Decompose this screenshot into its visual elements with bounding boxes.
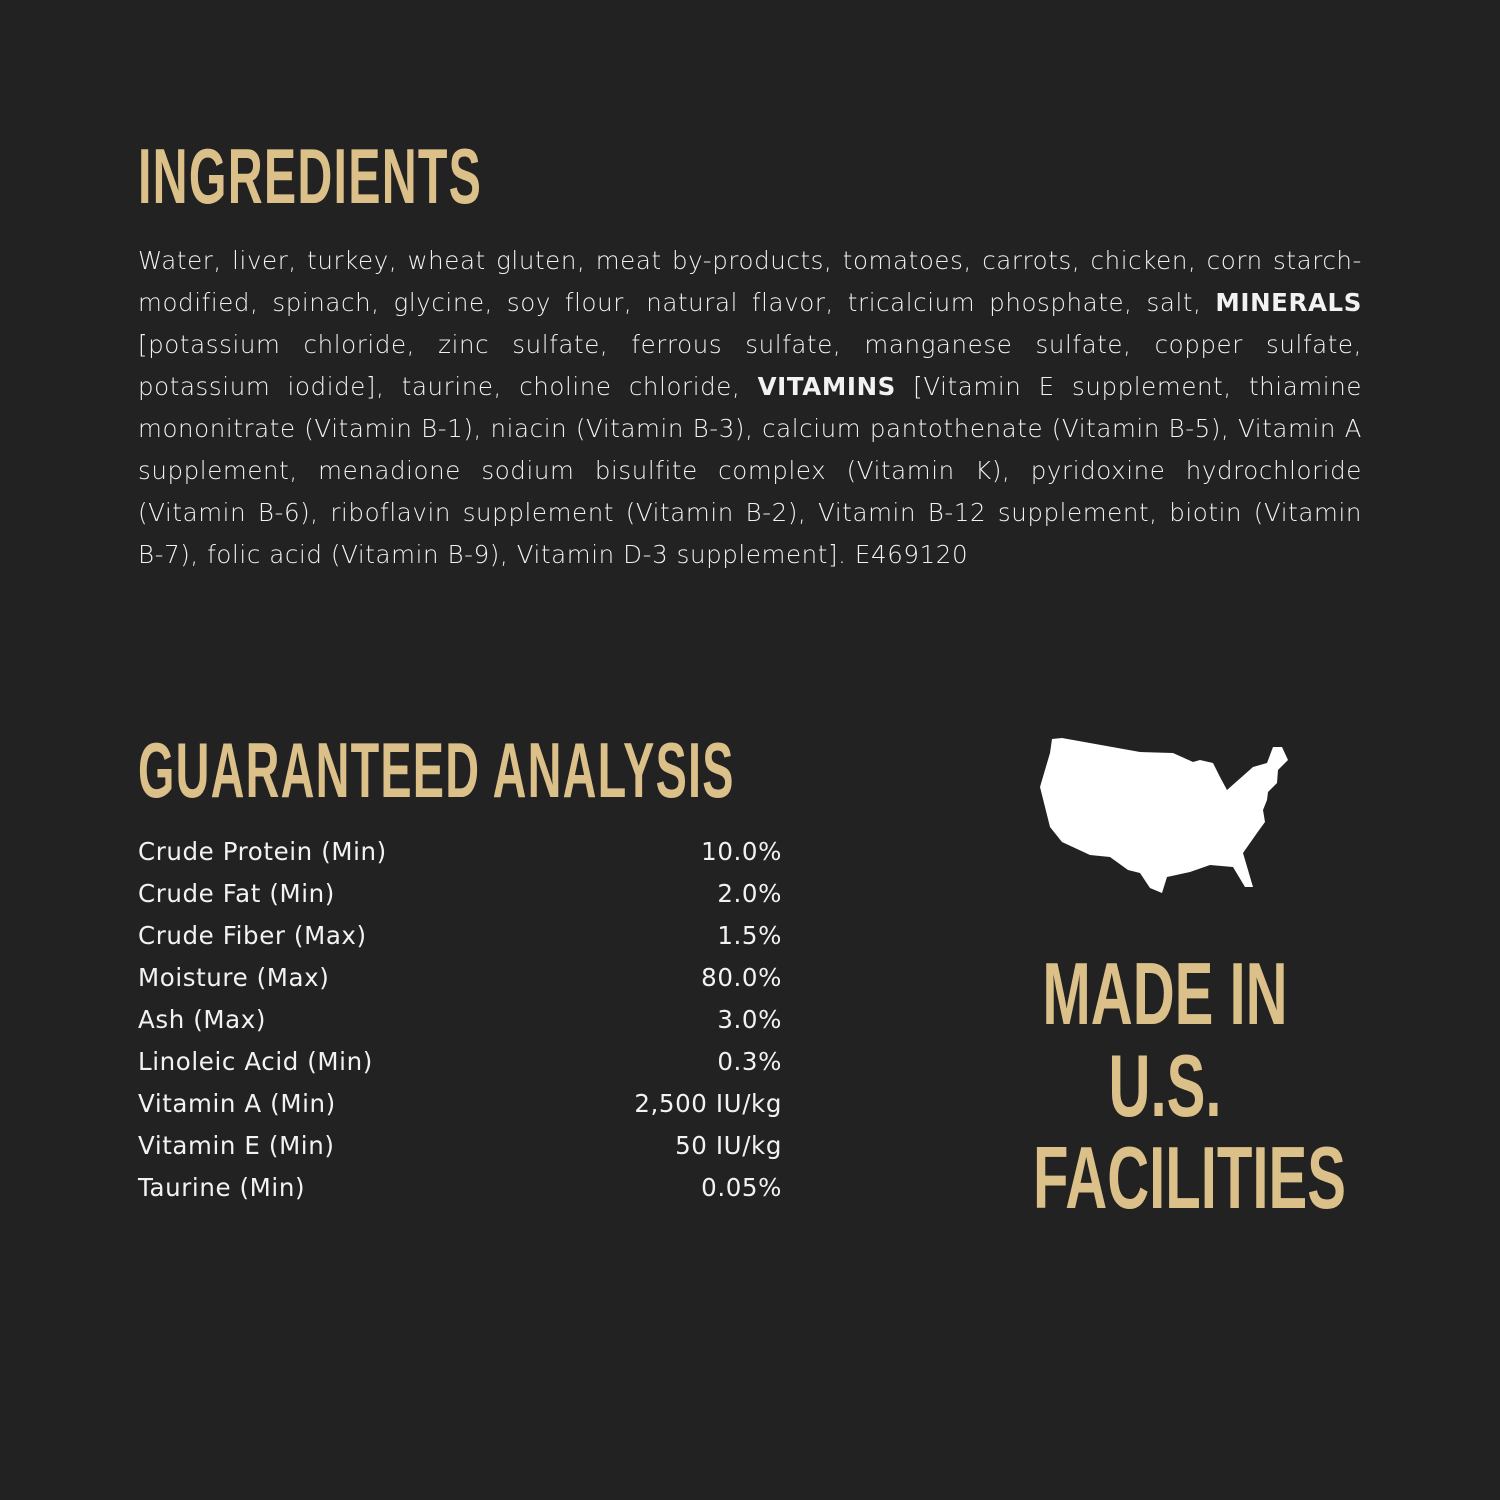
analysis-row: Linoleic Acid (Min) 0.3% bbox=[138, 1041, 782, 1083]
made-in-line-2: U.S. bbox=[1108, 1036, 1222, 1135]
ingredients-part-2: [potassium chloride, zinc sulfate, ferro… bbox=[138, 330, 1362, 401]
nutrient-value: 2,500 IU/kg bbox=[634, 1089, 782, 1118]
nutrient-label: Ash (Max) bbox=[138, 1005, 267, 1034]
nutrient-value: 80.0% bbox=[701, 963, 782, 992]
nutrient-label: Crude Protein (Min) bbox=[138, 837, 387, 866]
nutrient-label: Crude Fat (Min) bbox=[138, 879, 335, 908]
made-in-line-1: MADE IN bbox=[1042, 944, 1288, 1043]
analysis-row: Taurine (Min) 0.05% bbox=[138, 1167, 782, 1209]
nutrient-value: 3.0% bbox=[717, 1005, 782, 1034]
nutrient-value: 0.3% bbox=[717, 1047, 782, 1076]
nutrient-label: Linoleic Acid (Min) bbox=[138, 1047, 373, 1076]
usa-map-icon bbox=[1040, 738, 1288, 893]
analysis-row: Crude Fat (Min) 2.0% bbox=[138, 873, 782, 915]
nutrient-label: Moisture (Max) bbox=[138, 963, 330, 992]
nutrient-label: Crude Fiber (Max) bbox=[138, 921, 367, 950]
ingredients-part-1: Water, liver, turkey, wheat gluten, meat… bbox=[138, 246, 1362, 317]
guaranteed-analysis-title: GUARANTEED ANALYSIS bbox=[138, 726, 735, 814]
nutrient-label: Vitamin A (Min) bbox=[138, 1089, 336, 1118]
nutrient-value: 10.0% bbox=[701, 837, 782, 866]
made-in-us-facilities: MADE IN U.S. FACILITIES bbox=[965, 948, 1365, 1224]
analysis-row: Moisture (Max) 80.0% bbox=[138, 957, 782, 999]
ingredients-title: INGREDIENTS bbox=[138, 132, 483, 220]
ingredients-part-3: [Vitamin E supplement, thiamine mononitr… bbox=[138, 372, 1363, 569]
analysis-row: Ash (Max) 3.0% bbox=[138, 999, 782, 1041]
nutrient-value: 1.5% bbox=[717, 921, 782, 950]
vitamins-label: VITAMINS bbox=[757, 372, 896, 401]
nutrient-label: Vitamin E (Min) bbox=[138, 1131, 335, 1160]
nutrient-value: 0.05% bbox=[701, 1173, 782, 1202]
analysis-row: Vitamin A (Min) 2,500 IU/kg bbox=[138, 1083, 782, 1125]
analysis-row: Vitamin E (Min) 50 IU/kg bbox=[138, 1125, 782, 1167]
analysis-table: Crude Protein (Min) 10.0% Crude Fat (Min)… bbox=[138, 831, 782, 1209]
nutrient-label: Taurine (Min) bbox=[138, 1173, 306, 1202]
analysis-row: Crude Fiber (Max) 1.5% bbox=[138, 915, 782, 957]
ingredients-text: Water, liver, turkey, wheat gluten, meat… bbox=[138, 240, 1362, 576]
nutrient-value: 50 IU/kg bbox=[675, 1131, 782, 1160]
nutrient-value: 2.0% bbox=[717, 879, 782, 908]
made-in-line-3: FACILITIES bbox=[1033, 1128, 1347, 1227]
analysis-row: Crude Protein (Min) 10.0% bbox=[138, 831, 782, 873]
minerals-label: MINERALS bbox=[1215, 288, 1362, 317]
